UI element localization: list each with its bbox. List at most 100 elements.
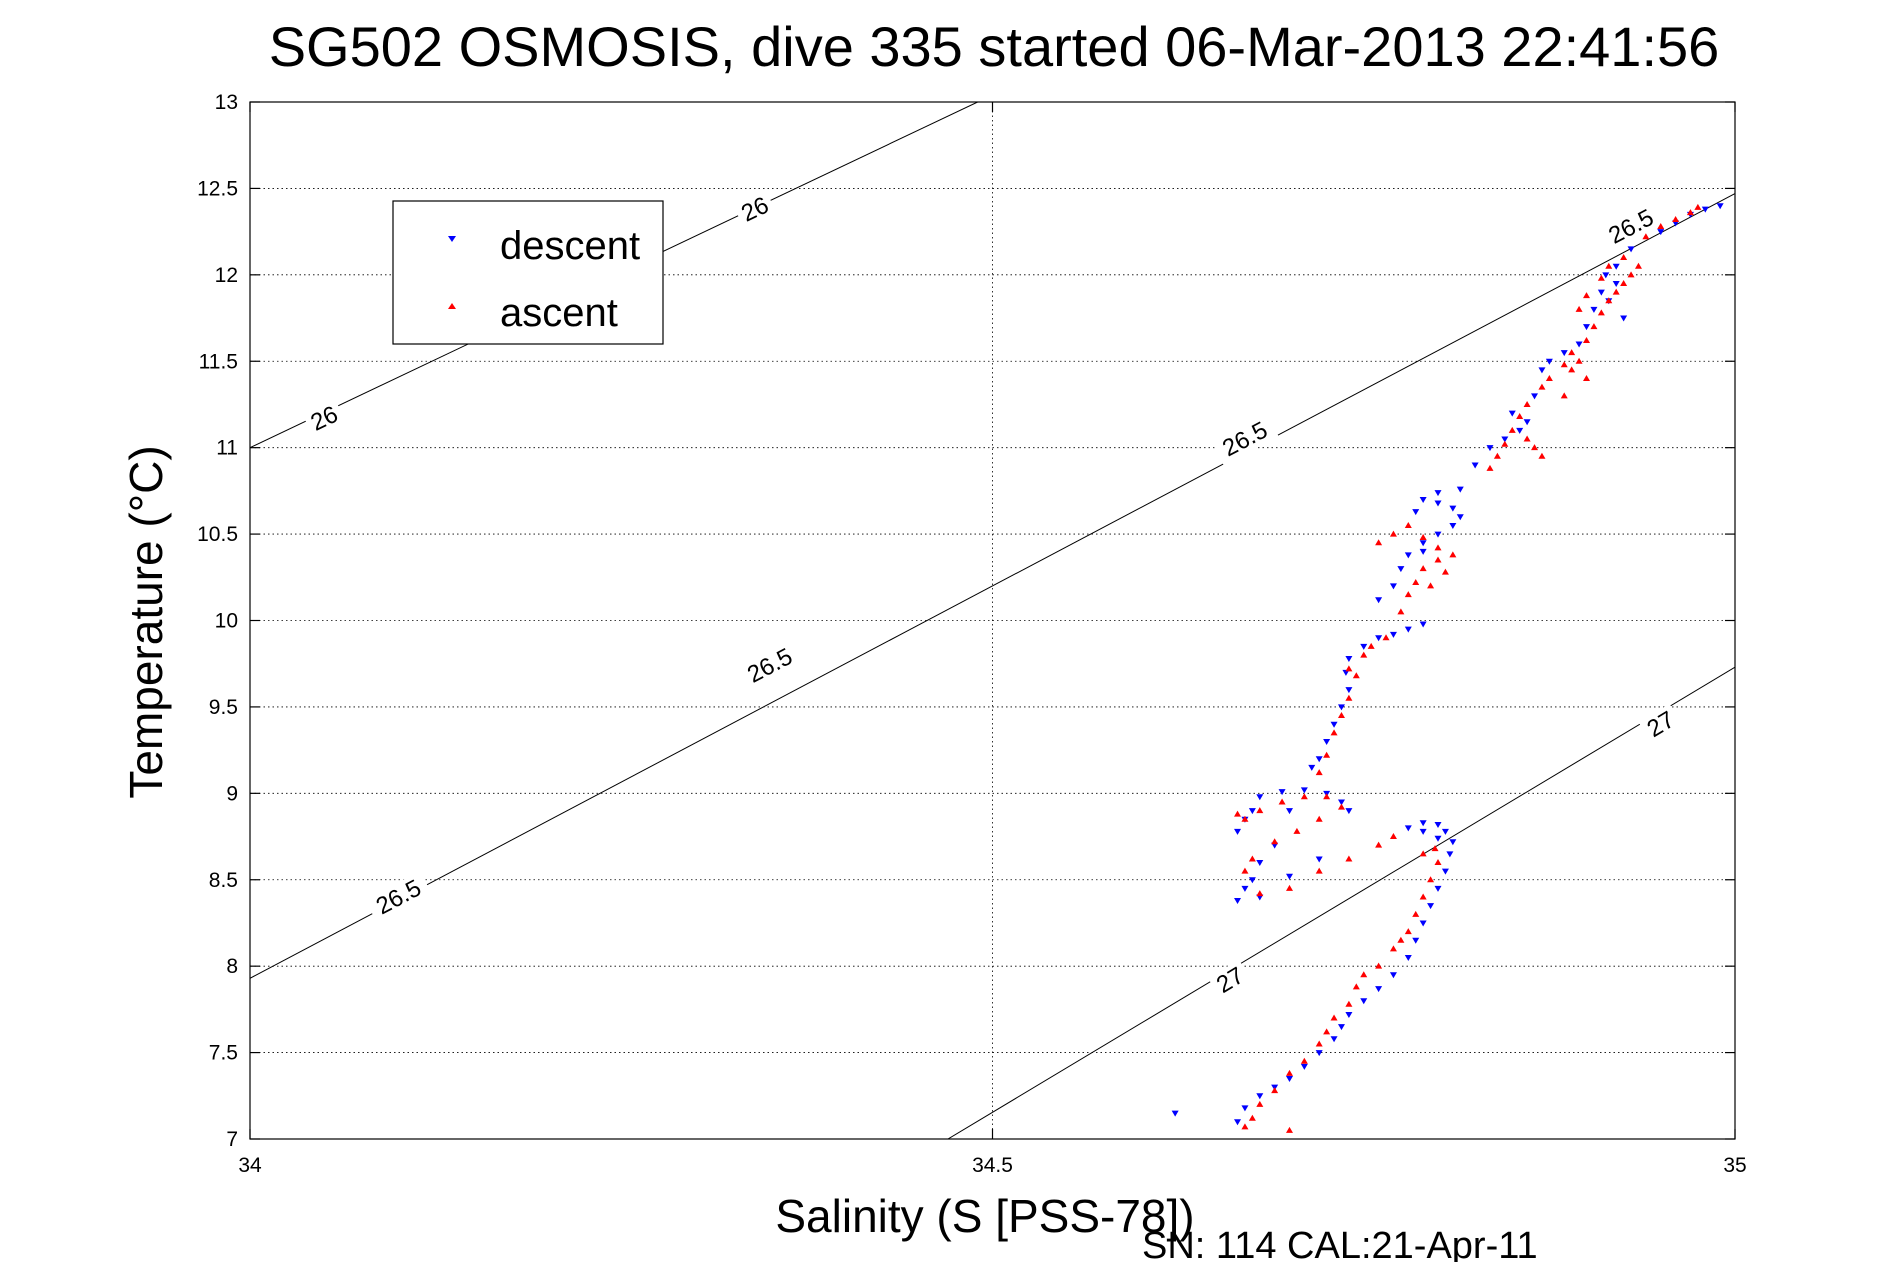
descent-point-80: [1531, 393, 1539, 400]
ascent-point-48: [1367, 642, 1375, 649]
ascent-point-24: [1241, 815, 1249, 822]
ascent-point-84: [1634, 262, 1642, 269]
legend-ascent-label: ascent: [500, 291, 618, 335]
ascent-point-41: [1315, 769, 1323, 776]
descent-point-14: [1404, 955, 1412, 962]
isopycnal-label-bg-0-1: [733, 189, 777, 229]
isopycnal-label-bg-1-3: [1597, 200, 1665, 253]
descent-point-21: [1449, 839, 1457, 846]
descent-point-33: [1256, 794, 1264, 801]
ascent-point-33: [1248, 855, 1256, 862]
descent-point-89: [1612, 280, 1620, 287]
ascent-point-46: [1352, 672, 1360, 679]
ascent-point-9: [1345, 1000, 1353, 1007]
descent-point-85: [1583, 324, 1590, 331]
ascent-point-66: [1501, 440, 1509, 447]
series-ascent: [1234, 203, 1702, 1133]
ascent-point-28: [1323, 793, 1331, 800]
descent-point-31: [1300, 787, 1308, 794]
ascent-point-38: [1345, 855, 1353, 862]
descent-point-86: [1590, 306, 1598, 313]
y-axis-label: Temperature (°C): [120, 445, 172, 798]
ascent-point-64: [1486, 464, 1494, 471]
descent-point-66: [1456, 514, 1464, 521]
ascent-point-6: [1315, 1040, 1323, 1047]
chart-title: SG502 OSMOSIS, dive 335 started 06-Mar-2…: [269, 15, 1720, 78]
descent-point-40: [1248, 877, 1256, 884]
ascent-point-17: [1419, 893, 1427, 900]
ascent-point-22: [1286, 1126, 1293, 1133]
descent-point-63: [1419, 540, 1427, 547]
ascent-point-20: [1431, 845, 1439, 852]
descent-point-11: [1360, 998, 1368, 1005]
descent-point-84: [1575, 341, 1583, 348]
descent-point-69: [1419, 497, 1427, 504]
descent-point-74: [1471, 462, 1479, 469]
ascent-point-35: [1256, 890, 1264, 897]
x-tick-label-2: 35: [1723, 1154, 1746, 1177]
descent-point-25: [1404, 825, 1412, 832]
ascent-point-98: [1694, 203, 1702, 210]
descent-point-10: [1345, 1012, 1353, 1019]
isopycnal-label-bg-2-1: [1638, 703, 1683, 745]
descent-point-32: [1278, 789, 1286, 796]
descent-point-62: [1404, 552, 1412, 559]
descent-point-88: [1602, 272, 1610, 279]
descent-point-79: [1508, 410, 1516, 417]
ascent-point-71: [1538, 452, 1546, 459]
descent-point-64: [1434, 531, 1442, 538]
ascent-point-91: [1575, 357, 1583, 364]
ascent-point-63: [1449, 551, 1457, 558]
ascent-point-49: [1382, 634, 1390, 641]
descent-point-18: [1434, 885, 1442, 892]
descent-point-53: [1345, 656, 1353, 663]
descent-point-37: [1286, 808, 1293, 815]
ascent-point-96: [1672, 216, 1680, 223]
descent-point-56: [1389, 631, 1397, 638]
ascent-point-40: [1389, 833, 1397, 840]
descent-point-28: [1337, 799, 1345, 806]
ascent-point-94: [1642, 233, 1650, 240]
descent-point-91: [1620, 315, 1628, 322]
isopycnal-line-2: [947, 666, 1735, 1139]
ascent-point-58: [1375, 539, 1383, 546]
ascent-point-72: [1523, 400, 1531, 407]
ascent-point-42: [1323, 751, 1331, 758]
isopycnal-label-bg-1-2: [1211, 413, 1279, 466]
descent-point-81: [1538, 367, 1546, 374]
ascent-point-36: [1286, 884, 1293, 891]
ascent-point-45: [1345, 694, 1353, 701]
y-tick-label-5: 9.5: [209, 696, 238, 719]
ascent-point-26: [1278, 798, 1286, 805]
ascent-point-88: [1583, 292, 1590, 299]
descent-point-87: [1597, 289, 1605, 296]
descent-point-75: [1486, 445, 1494, 452]
ascent-point-62: [1434, 544, 1442, 551]
ascent-point-53: [1412, 578, 1420, 585]
descent-point-2: [1241, 1105, 1249, 1112]
ascent-point-92: [1583, 375, 1590, 382]
ascent-point-44: [1337, 712, 1345, 719]
legend: descent ascent: [392, 200, 664, 345]
descent-point-83: [1560, 350, 1568, 357]
ascent-point-83: [1627, 271, 1635, 278]
descent-point-78: [1523, 419, 1531, 426]
ascent-point-8: [1330, 1014, 1338, 1021]
descent-point-39: [1256, 859, 1264, 866]
ascent-point-69: [1523, 435, 1531, 442]
ascent-point-18: [1427, 876, 1435, 883]
ascent-point-55: [1434, 556, 1442, 563]
descent-point-46: [1308, 764, 1316, 771]
descent-point-49: [1330, 721, 1338, 728]
descent-point-3: [1256, 1093, 1264, 1100]
isopycnal-label-bg-0-0: [302, 398, 347, 438]
y-tick-label-11: 12.5: [197, 177, 238, 200]
isopycnal-label-bg-1-0: [365, 871, 432, 924]
isopycnal-line-1: [250, 193, 1735, 979]
descent-point-65: [1449, 522, 1457, 529]
ascent-point-16: [1412, 910, 1420, 917]
legend-ascent-marker: [448, 303, 456, 309]
ascent-point-13: [1389, 945, 1397, 952]
